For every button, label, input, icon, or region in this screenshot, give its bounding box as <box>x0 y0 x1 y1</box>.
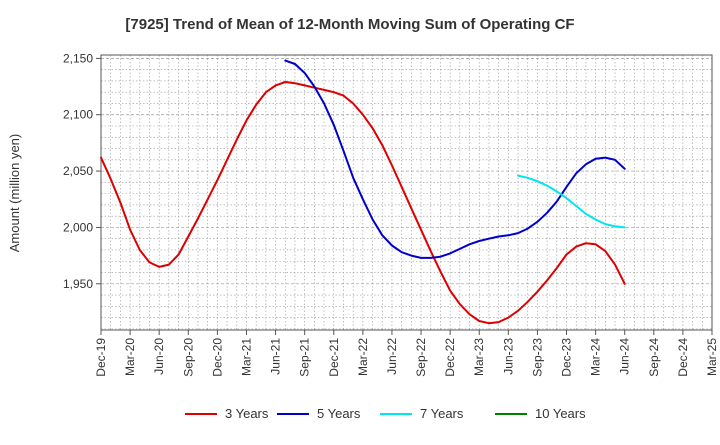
x-tick-label: Dec-23 <box>560 338 574 377</box>
series-line-5-years <box>284 59 626 259</box>
y-tick-label: 2,050 <box>63 164 93 178</box>
x-tick-label: Mar-24 <box>589 338 603 376</box>
legend-label: 10 Years <box>535 406 586 421</box>
x-tick-label: Jun-22 <box>385 338 399 375</box>
x-tick-label: Jun-20 <box>152 338 166 375</box>
chart-title: [7925] Trend of Mean of 12-Month Moving … <box>125 16 574 33</box>
legend: 3 Years 5 Years 7 Years 10 Years <box>185 406 586 421</box>
x-tick-label: Sep-23 <box>530 338 544 377</box>
plot-frame <box>100 54 713 331</box>
x-tick-label: Sep-20 <box>181 338 195 377</box>
x-tick-label: Mar-20 <box>123 338 137 376</box>
x-tick-label: Dec-22 <box>443 338 457 377</box>
x-tick-label: Sep-21 <box>298 338 312 377</box>
x-tick-label: Dec-19 <box>94 338 108 377</box>
legend-label: 7 Years <box>420 406 464 421</box>
series-line-3-years <box>100 81 626 325</box>
x-tick-label: Sep-24 <box>647 338 661 377</box>
x-tick-label: Mar-23 <box>472 338 486 376</box>
axes: 1,950 2,000 2,050 2,100 2,150 Dec-19 Mar-20 Jun… <box>63 51 719 376</box>
series-lines <box>100 59 626 325</box>
x-tick-label: Jun-24 <box>618 338 632 375</box>
x-tick-label: Dec-24 <box>676 338 690 377</box>
x-tick-label: Mar-21 <box>239 338 253 376</box>
x-tick-label: Mar-22 <box>356 338 370 376</box>
x-tick-label: Jun-21 <box>269 338 283 375</box>
y-tick-label: 2,000 <box>63 220 93 234</box>
series-line-7-years <box>517 174 626 229</box>
x-tick-label: Jun-23 <box>501 338 515 375</box>
y-tick-label: 2,150 <box>63 51 93 65</box>
legend-label: 5 Years <box>317 406 361 421</box>
x-tick-label: Dec-21 <box>327 338 341 377</box>
legend-label: 3 Years <box>225 406 269 421</box>
grid-lines <box>101 55 712 330</box>
y-axis-label: Amount (million yen) <box>7 134 22 253</box>
x-tick-label: Dec-20 <box>210 338 224 377</box>
x-tick-label: Sep-22 <box>414 338 428 377</box>
y-tick-label: 2,100 <box>63 108 93 122</box>
y-tick-label: 1,950 <box>63 277 93 291</box>
x-tick-label: Mar-25 <box>705 338 719 376</box>
